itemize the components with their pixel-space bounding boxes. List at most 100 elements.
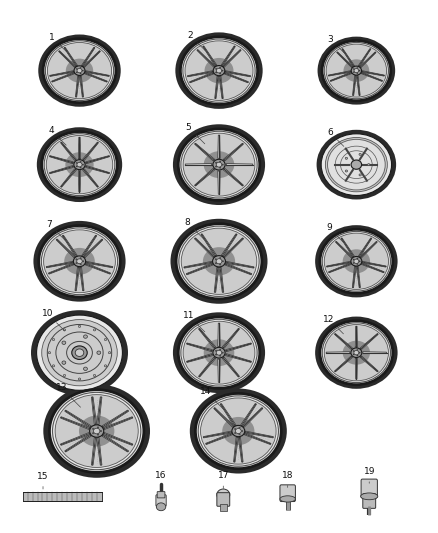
Polygon shape xyxy=(49,263,74,274)
FancyBboxPatch shape xyxy=(280,485,295,502)
Polygon shape xyxy=(75,76,79,97)
Ellipse shape xyxy=(156,503,166,511)
Polygon shape xyxy=(60,432,90,446)
Ellipse shape xyxy=(357,258,358,259)
Polygon shape xyxy=(85,72,107,82)
Ellipse shape xyxy=(359,174,361,176)
Ellipse shape xyxy=(222,70,223,71)
Polygon shape xyxy=(330,72,352,82)
FancyBboxPatch shape xyxy=(157,491,165,498)
Text: 1: 1 xyxy=(49,33,67,52)
Ellipse shape xyxy=(77,259,82,264)
Ellipse shape xyxy=(215,166,217,167)
Polygon shape xyxy=(60,142,76,160)
FancyBboxPatch shape xyxy=(156,495,166,506)
Ellipse shape xyxy=(219,355,221,356)
Ellipse shape xyxy=(318,37,395,104)
Polygon shape xyxy=(240,403,257,426)
Ellipse shape xyxy=(234,429,236,430)
Ellipse shape xyxy=(235,429,241,433)
Polygon shape xyxy=(220,403,236,426)
Polygon shape xyxy=(221,46,235,66)
Ellipse shape xyxy=(36,315,122,390)
Ellipse shape xyxy=(77,163,82,167)
Polygon shape xyxy=(223,328,240,348)
Ellipse shape xyxy=(104,338,107,341)
Polygon shape xyxy=(102,434,129,452)
Polygon shape xyxy=(65,434,92,452)
Ellipse shape xyxy=(80,257,81,259)
Polygon shape xyxy=(225,263,251,275)
Ellipse shape xyxy=(201,398,276,464)
Polygon shape xyxy=(49,156,74,164)
Polygon shape xyxy=(336,241,353,258)
Ellipse shape xyxy=(64,375,66,376)
Polygon shape xyxy=(223,238,244,257)
FancyBboxPatch shape xyxy=(220,504,227,512)
Ellipse shape xyxy=(213,66,225,76)
Ellipse shape xyxy=(84,335,88,338)
Polygon shape xyxy=(218,171,220,194)
Polygon shape xyxy=(75,267,79,290)
Polygon shape xyxy=(218,323,220,346)
Ellipse shape xyxy=(76,166,78,167)
Polygon shape xyxy=(187,71,213,77)
Ellipse shape xyxy=(39,225,120,297)
Polygon shape xyxy=(203,46,217,66)
Polygon shape xyxy=(335,356,353,372)
Ellipse shape xyxy=(93,329,95,331)
Polygon shape xyxy=(97,397,102,424)
Text: 5: 5 xyxy=(186,123,205,144)
Ellipse shape xyxy=(216,162,222,167)
Polygon shape xyxy=(62,235,78,256)
Ellipse shape xyxy=(74,160,85,169)
Text: 11: 11 xyxy=(183,311,205,332)
Ellipse shape xyxy=(52,365,55,367)
Ellipse shape xyxy=(92,433,94,434)
Polygon shape xyxy=(223,357,240,377)
Polygon shape xyxy=(360,241,377,258)
Text: 6: 6 xyxy=(327,128,344,147)
Ellipse shape xyxy=(80,67,81,68)
Ellipse shape xyxy=(49,390,144,472)
Ellipse shape xyxy=(92,428,94,430)
Polygon shape xyxy=(85,71,109,76)
Polygon shape xyxy=(190,72,214,83)
Polygon shape xyxy=(361,263,384,273)
Ellipse shape xyxy=(204,340,234,366)
Ellipse shape xyxy=(219,257,221,259)
FancyBboxPatch shape xyxy=(23,492,102,500)
Ellipse shape xyxy=(64,248,95,274)
Ellipse shape xyxy=(43,384,150,478)
Polygon shape xyxy=(226,261,254,268)
Polygon shape xyxy=(52,72,74,82)
Ellipse shape xyxy=(280,496,295,502)
Polygon shape xyxy=(85,166,110,174)
Ellipse shape xyxy=(62,341,66,344)
Ellipse shape xyxy=(205,58,233,83)
Polygon shape xyxy=(214,408,234,427)
Ellipse shape xyxy=(82,70,83,71)
Ellipse shape xyxy=(219,67,221,68)
Ellipse shape xyxy=(203,247,235,276)
Ellipse shape xyxy=(66,59,93,83)
Ellipse shape xyxy=(79,416,114,447)
Ellipse shape xyxy=(47,43,112,99)
Ellipse shape xyxy=(78,325,81,327)
Polygon shape xyxy=(85,263,110,274)
Polygon shape xyxy=(215,76,219,99)
Ellipse shape xyxy=(62,361,66,365)
Polygon shape xyxy=(226,164,253,166)
Ellipse shape xyxy=(80,73,81,74)
Polygon shape xyxy=(206,433,233,445)
Polygon shape xyxy=(355,326,357,347)
Ellipse shape xyxy=(359,352,360,353)
Ellipse shape xyxy=(170,219,268,304)
Ellipse shape xyxy=(315,225,398,297)
Ellipse shape xyxy=(42,132,117,198)
Ellipse shape xyxy=(354,69,359,72)
Polygon shape xyxy=(81,235,97,256)
Ellipse shape xyxy=(65,152,94,177)
Polygon shape xyxy=(360,334,378,349)
FancyBboxPatch shape xyxy=(363,494,376,508)
